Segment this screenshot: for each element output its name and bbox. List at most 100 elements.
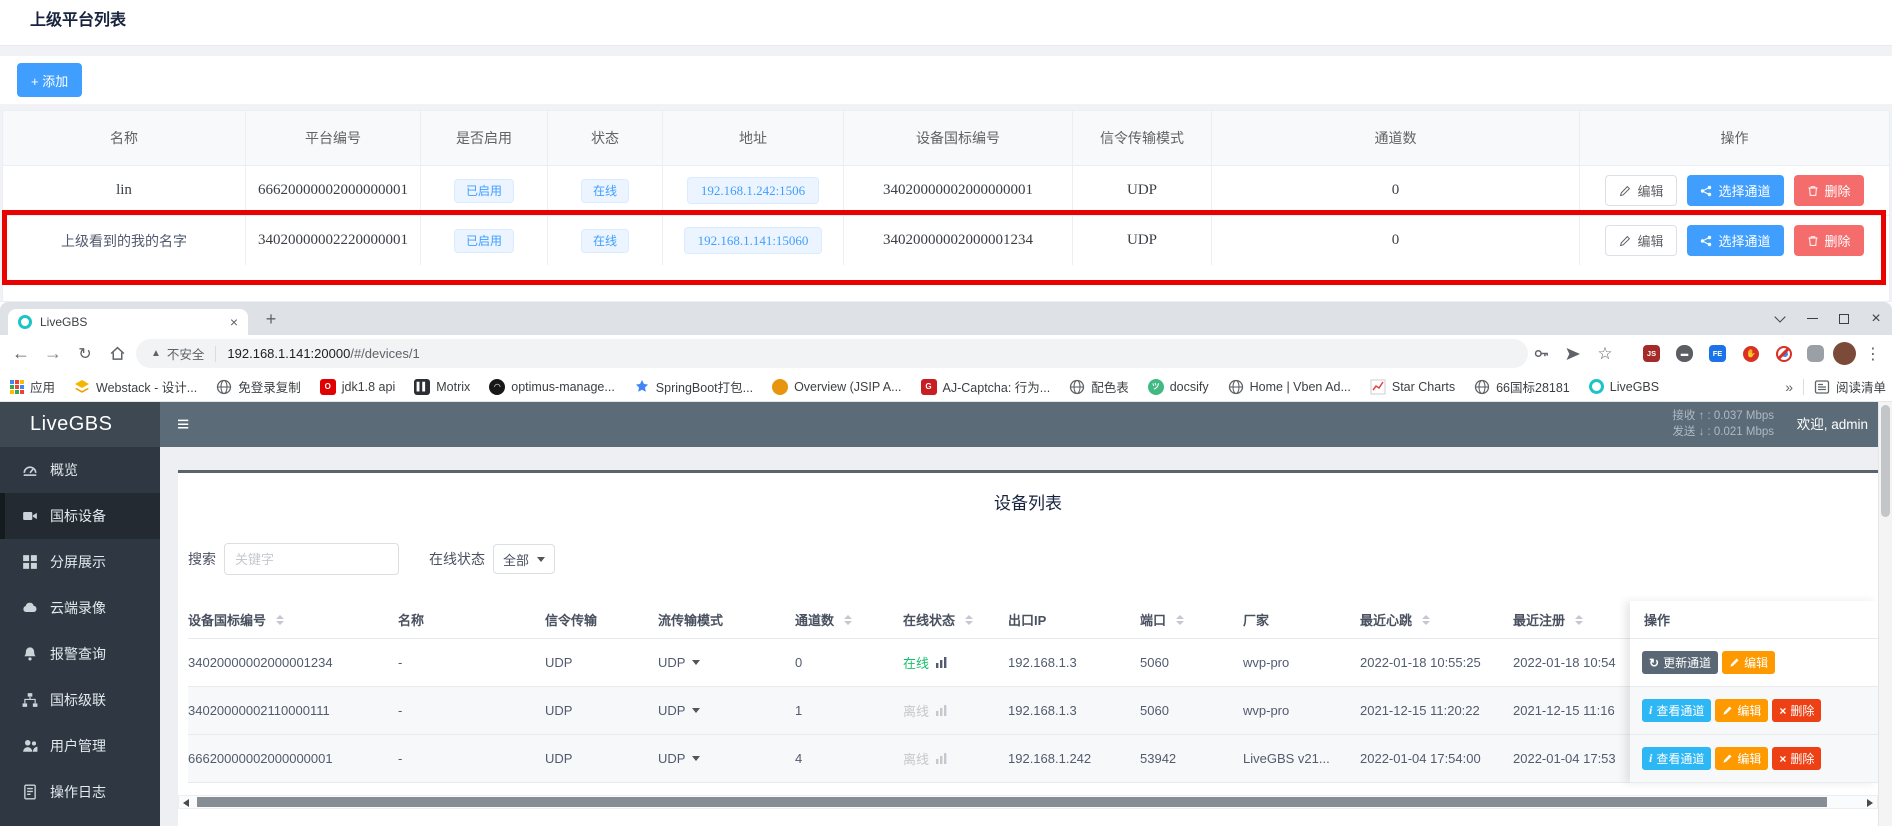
bookmark-star-charts[interactable]: Star Charts — [1370, 379, 1455, 395]
bookmark-jdk-api[interactable]: Ojdk1.8 api — [320, 379, 396, 395]
reading-list-icon — [1814, 379, 1830, 395]
browser-tab[interactable]: LiveGBS × — [8, 309, 248, 335]
col-port[interactable]: 端口 — [1140, 610, 1243, 629]
stream-mode-select[interactable]: UDP — [658, 751, 700, 766]
sort-icon[interactable] — [1176, 615, 1184, 625]
new-tab-button[interactable]: + — [258, 306, 284, 332]
browser-menu-kebab-icon[interactable]: ⋮ — [1860, 335, 1886, 372]
extension-blocker-icon[interactable] — [1776, 335, 1792, 372]
address-bar[interactable]: ▲ 不安全 192.168.1.141:20000 /#/devices/1 — [136, 339, 1528, 368]
bookmark-livegbs[interactable]: LiveGBS — [1589, 379, 1659, 394]
horizontal-scrollbar-thumb[interactable] — [197, 797, 1827, 807]
platform-row-highlighted: 上级看到的我的名字 34020000002220000001 已启用 在线 19… — [3, 215, 1889, 265]
extension-fe-icon[interactable]: FE — [1709, 335, 1726, 372]
search-input[interactable] — [224, 543, 399, 575]
sidebar-item-basic-config[interactable]: 基础配置 — [0, 815, 160, 826]
bookmark-copy[interactable]: 免登录复制 — [216, 377, 301, 396]
sidebar-item-cloud-recording[interactable]: 云端录像 — [0, 585, 160, 631]
delete-button[interactable]: 删除 — [1794, 225, 1864, 256]
channel-count: 1 — [795, 703, 903, 718]
extension-adblock-icon[interactable]: ✋ — [1743, 335, 1759, 372]
maximize-button[interactable] — [1828, 302, 1860, 335]
sort-icon[interactable] — [965, 615, 973, 625]
sort-icon[interactable] — [1422, 615, 1430, 625]
send-icon[interactable] — [1558, 335, 1588, 372]
bookmark-color-table[interactable]: 配色表 — [1069, 377, 1129, 396]
enabled-badge: 已启用 — [454, 179, 514, 203]
bookmarks-overflow-chevron[interactable]: » — [1785, 379, 1793, 395]
online-status-select[interactable]: 全部 — [493, 544, 555, 574]
sort-icon[interactable] — [276, 615, 284, 625]
edit-device-button[interactable]: 编辑 — [1715, 699, 1768, 722]
edit-device-button[interactable]: 编辑 — [1722, 651, 1775, 674]
channel-count: 0 — [1212, 166, 1580, 215]
home-button[interactable] — [102, 335, 132, 372]
x-icon: × — [1779, 752, 1786, 766]
sidebar-item-alarm-query[interactable]: 报警查询 — [0, 631, 160, 677]
traffic-stats: 接收 ↑ : 0.037 Mbps 发送 ↓ : 0.021 Mbps — [1672, 408, 1774, 440]
sidebar-item-overview[interactable]: 概览 — [0, 447, 160, 493]
sidebar-item-user-management[interactable]: 用户管理 — [0, 723, 160, 769]
sort-icon[interactable] — [844, 615, 852, 625]
minimize-button[interactable] — [1796, 302, 1828, 335]
bookmark-springboot[interactable]: SpringBoot打包... — [634, 377, 753, 396]
col-heartbeat[interactable]: 最近心跳 — [1360, 610, 1513, 629]
delete-device-button[interactable]: ×删除 — [1772, 747, 1821, 770]
scroll-right-arrow[interactable] — [1867, 799, 1873, 807]
delete-device-button[interactable]: ×删除 — [1772, 699, 1821, 722]
signal-transport: UDP — [545, 703, 658, 718]
vertical-scrollbar-thumb[interactable] — [1881, 405, 1890, 517]
sort-icon[interactable] — [1575, 615, 1583, 625]
password-key-icon[interactable] — [1526, 335, 1556, 372]
bookmark-docsify[interactable]: ツdocsify — [1148, 379, 1209, 395]
sidebar-item-gb-devices[interactable]: 国标设备 — [0, 493, 160, 539]
close-button[interactable]: × — [1860, 302, 1892, 335]
profile-avatar[interactable] — [1833, 335, 1856, 372]
globe-icon — [1228, 379, 1244, 395]
bookmark-optimus[interactable]: ◠optimus-manage... — [489, 379, 615, 395]
bookmark-vben[interactable]: Home | Vben Ad... — [1228, 379, 1351, 395]
reload-button[interactable]: ↻ — [70, 335, 100, 372]
hamburger-menu-icon[interactable]: ≡ — [177, 402, 189, 447]
col-online-status[interactable]: 在线状态 — [903, 610, 1008, 629]
select-channels-button[interactable]: 选择通道 — [1687, 225, 1783, 256]
col-device-id[interactable]: 设备国标编号 — [188, 610, 398, 629]
screenshot-root: 上级平台列表 + 添加 名称 平台编号 是否启用 状态 地址 设备国标编号 信令… — [0, 0, 1892, 826]
bookmark-gb28181[interactable]: 66国标28181 — [1474, 377, 1570, 396]
edit-icon — [1722, 753, 1733, 764]
bookmark-motrix[interactable]: ▌▌Motrix — [414, 379, 470, 395]
edit-button[interactable]: 编辑 — [1605, 175, 1677, 206]
refresh-channels-button[interactable]: ↻更新通道 — [1642, 651, 1718, 674]
bars-chart-icon[interactable] — [935, 656, 948, 669]
bookmark-apps[interactable]: 应用 — [10, 377, 55, 396]
extension-incognito-icon[interactable]: ▬ — [1676, 335, 1693, 372]
tab-close-icon[interactable]: × — [230, 315, 238, 329]
forward-button[interactable]: → — [38, 335, 68, 372]
stream-mode-select[interactable]: UDP — [658, 703, 700, 718]
bookmark-aj-captcha[interactable]: GAJ-Captcha: 行为... — [921, 377, 1051, 396]
sidebar-item-operation-log[interactable]: 操作日志 — [0, 769, 160, 815]
scroll-left-arrow[interactable] — [183, 799, 189, 807]
edit-button[interactable]: 编辑 — [1605, 225, 1677, 256]
view-channels-button[interactable]: i查看通道 — [1642, 747, 1711, 770]
reading-list-button[interactable]: 阅读清单 — [1814, 377, 1886, 396]
sidebar-item-split-screen[interactable]: 分屏展示 — [0, 539, 160, 585]
select-channels-button[interactable]: 选择通道 — [1687, 175, 1783, 206]
col-registered[interactable]: 最近注册 — [1513, 610, 1633, 629]
tab-search-icon[interactable] — [1764, 302, 1796, 335]
sidebar-item-gb-cascade[interactable]: 国标级联 — [0, 677, 160, 723]
bookmark-jsip-overview[interactable]: Overview (JSIP A... — [772, 379, 901, 395]
edit-device-button[interactable]: 编辑 — [1715, 747, 1768, 770]
online-status-label: 在线状态 — [429, 549, 485, 569]
extensions-puzzle-icon[interactable] — [1807, 335, 1824, 372]
bookmark-webstack[interactable]: Webstack - 设计... — [74, 377, 197, 396]
view-channels-button[interactable]: i查看通道 — [1642, 699, 1711, 722]
bookmark-star-icon[interactable]: ☆ — [1590, 335, 1620, 372]
col-channels[interactable]: 通道数 — [795, 610, 903, 629]
extension-js-icon[interactable]: JS — [1643, 335, 1660, 372]
delete-button[interactable]: 删除 — [1794, 175, 1864, 206]
add-platform-button[interactable]: + 添加 — [17, 63, 82, 97]
stream-mode-select[interactable]: UDP — [658, 655, 700, 670]
back-button[interactable]: ← — [6, 335, 36, 372]
livegbs-icon — [1589, 379, 1604, 394]
